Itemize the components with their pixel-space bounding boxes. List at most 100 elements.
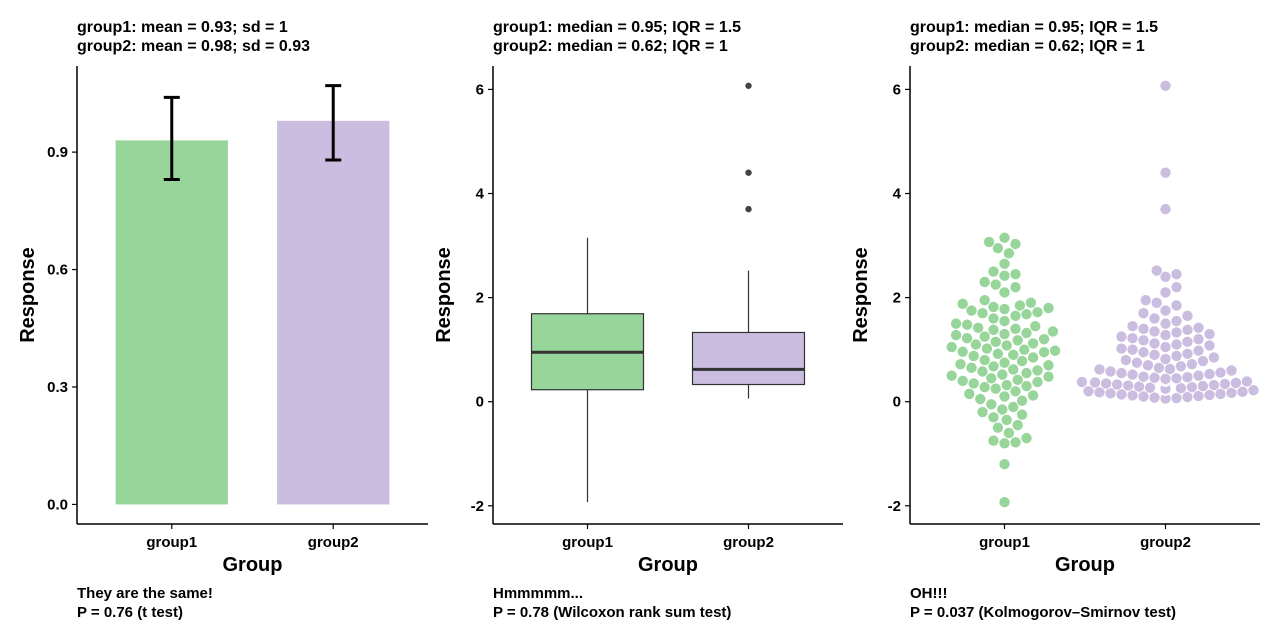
data-point-group1 — [987, 312, 1000, 325]
data-point-group2 — [1181, 371, 1194, 384]
data-point-group1 — [1027, 389, 1040, 402]
data-point-group1 — [1016, 408, 1029, 421]
data-point-group1 — [967, 377, 980, 390]
panel-caption-line: OH!!! — [910, 585, 948, 602]
data-point-group2 — [1170, 326, 1183, 339]
data-point-group2 — [1170, 281, 1183, 294]
data-point-group2 — [1075, 375, 1088, 388]
outlier-point — [745, 82, 752, 89]
data-point-group1 — [1002, 247, 1015, 260]
data-point-group1 — [987, 323, 1000, 336]
data-point-group1 — [989, 278, 1002, 291]
data-point-group2 — [1185, 358, 1198, 371]
panel-title-line: group2: mean = 0.98; sd = 0.93 — [77, 38, 310, 55]
data-point-group1 — [950, 317, 963, 330]
data-point-group2 — [1089, 376, 1102, 389]
data-point-group1 — [978, 354, 991, 367]
panel-caption-line: P = 0.037 (Kolmogorov–Smirnov test) — [910, 604, 1176, 621]
data-point-group1 — [998, 437, 1011, 450]
data-point-group1 — [1007, 348, 1020, 361]
data-point-group1 — [1016, 355, 1029, 368]
data-point-group2 — [1181, 323, 1194, 336]
y-tick-label: 0 — [893, 394, 901, 411]
data-point-group2 — [1170, 338, 1183, 351]
data-point-group1 — [987, 411, 1000, 424]
data-point-group1 — [998, 496, 1011, 509]
data-point-group2 — [1130, 356, 1143, 369]
data-point-group2 — [1192, 369, 1205, 382]
data-point-group1 — [1020, 367, 1033, 380]
data-point-group1 — [954, 358, 967, 371]
data-point-group1 — [996, 368, 1009, 381]
data-point-group2 — [1170, 315, 1183, 328]
data-point-group1 — [998, 303, 1011, 316]
y-tick-label: 6 — [893, 81, 901, 98]
data-point-group1 — [1024, 296, 1037, 309]
outlier-point — [745, 169, 752, 176]
x-tick-label: group1 — [146, 534, 197, 551]
data-point-group1 — [976, 365, 989, 378]
data-point-group1 — [1029, 320, 1042, 333]
y-axis-title: Response — [433, 247, 455, 343]
data-point-group1 — [1018, 343, 1031, 356]
data-point-group2 — [1126, 368, 1139, 381]
data-point-group2 — [1159, 317, 1172, 330]
data-point-group1 — [985, 398, 998, 411]
data-point-group2 — [1137, 346, 1150, 359]
data-point-group2 — [1148, 348, 1161, 361]
y-tick-label: 0.6 — [47, 262, 68, 279]
data-point-group1 — [985, 372, 998, 385]
data-point-group2 — [1122, 379, 1135, 392]
data-point-group2 — [1115, 342, 1128, 355]
data-point-group1 — [991, 242, 1004, 255]
x-tick-label: group2 — [723, 534, 774, 551]
data-point-group1 — [998, 458, 1011, 471]
data-point-group1 — [1009, 268, 1022, 281]
y-tick-label: 2 — [476, 290, 484, 307]
data-point-group2 — [1119, 354, 1132, 367]
data-point-group1 — [1020, 380, 1033, 393]
y-tick-label: -2 — [888, 498, 901, 515]
data-point-group2 — [1218, 377, 1231, 390]
data-point-group1 — [978, 275, 991, 288]
data-point-group1 — [1031, 375, 1044, 388]
data-point-group2 — [1196, 380, 1209, 393]
data-point-group1 — [967, 349, 980, 362]
data-point-group2 — [1093, 363, 1106, 376]
panel-title-line: group2: median = 0.62; IQR = 1 — [493, 38, 728, 55]
data-point-group1 — [1027, 337, 1040, 350]
data-point-group2 — [1137, 307, 1150, 320]
y-tick-label: 6 — [476, 81, 484, 98]
x-tick-label: group2 — [308, 534, 359, 551]
x-tick-label: group1 — [562, 534, 613, 551]
data-point-group1 — [1038, 346, 1051, 359]
data-point-group1 — [998, 390, 1011, 403]
data-point-group1 — [974, 393, 987, 406]
data-point-group1 — [991, 347, 1004, 360]
bar-group1 — [115, 140, 228, 505]
data-point-group2 — [1137, 370, 1150, 383]
data-point-group1 — [1000, 379, 1013, 392]
data-point-group1 — [950, 329, 963, 342]
data-point-group2 — [1170, 299, 1183, 312]
data-point-group1 — [1016, 394, 1029, 407]
bar-group2 — [277, 120, 390, 505]
y-tick-label: 4 — [893, 186, 902, 203]
data-point-group2 — [1126, 320, 1139, 333]
data-point-group2 — [1174, 360, 1187, 373]
data-point-group2 — [1229, 376, 1242, 389]
panel-caption-line: Hmmmmm... — [493, 585, 583, 602]
data-point-group2 — [1214, 366, 1227, 379]
data-point-group1 — [998, 257, 1011, 270]
data-point-group2 — [1192, 333, 1205, 346]
data-point-group1 — [976, 406, 989, 419]
data-point-group2 — [1170, 349, 1183, 362]
x-tick-label: group2 — [1140, 534, 1191, 551]
panel-title-line: group2: median = 0.62; IQR = 1 — [910, 38, 1145, 55]
data-point-group1 — [961, 332, 974, 345]
y-tick-label: 0.0 — [47, 496, 68, 513]
data-point-group1 — [998, 328, 1011, 341]
x-axis-title: Group — [223, 554, 283, 576]
data-point-group1 — [963, 387, 976, 400]
data-point-group1 — [987, 300, 1000, 313]
